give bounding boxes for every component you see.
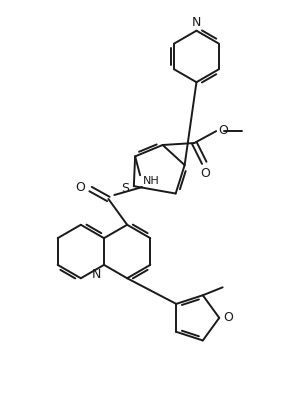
Text: N: N — [192, 16, 201, 29]
Text: O: O — [76, 181, 85, 194]
Text: S: S — [121, 182, 129, 195]
Text: O: O — [223, 311, 233, 324]
Text: O: O — [218, 124, 228, 137]
Text: O: O — [200, 167, 210, 180]
Text: N: N — [92, 268, 101, 281]
Text: NH: NH — [143, 176, 160, 186]
